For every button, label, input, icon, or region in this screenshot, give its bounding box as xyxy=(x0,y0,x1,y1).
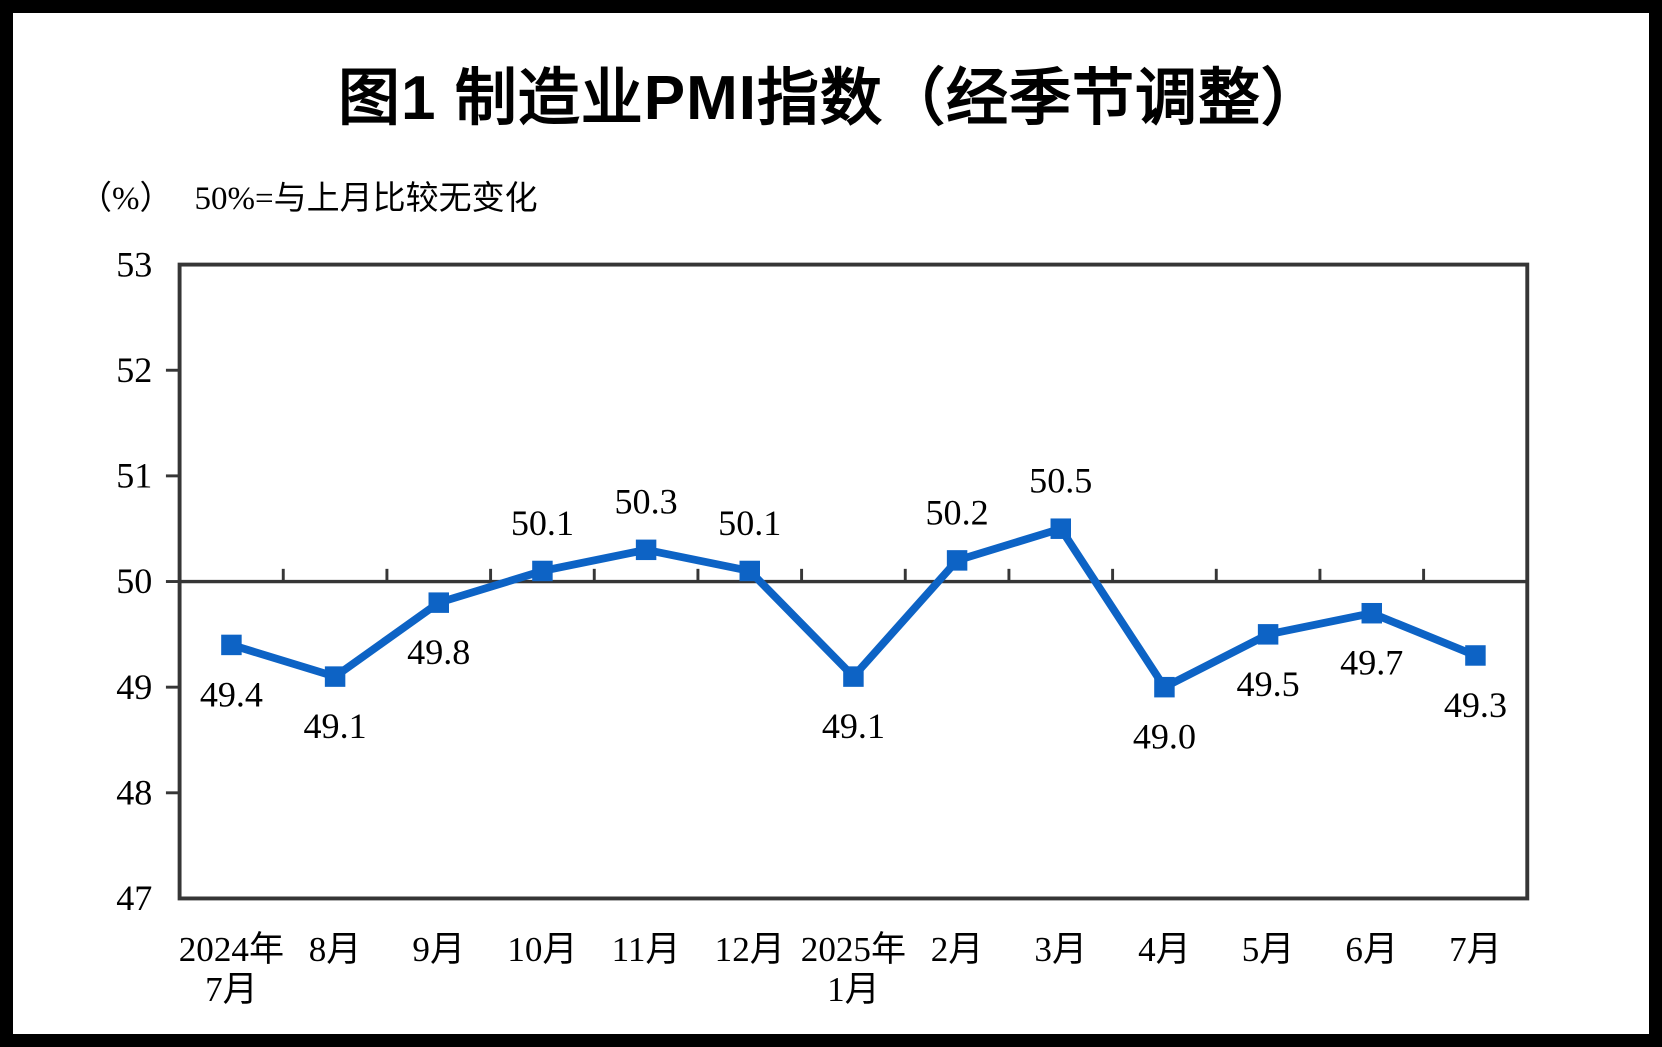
data-point-label: 49.5 xyxy=(1237,664,1300,704)
data-point-label: 49.4 xyxy=(200,674,263,714)
data-point-marker xyxy=(1154,676,1175,698)
x-axis-label: 11月 xyxy=(612,930,681,969)
x-axis-label: 7月 xyxy=(1449,930,1502,969)
x-axis-label: 2月 xyxy=(931,930,984,969)
x-axis-label: 2025年 xyxy=(801,930,906,969)
data-point-label: 50.3 xyxy=(615,482,678,522)
x-axis-label: 10月 xyxy=(507,930,577,969)
data-point-label: 50.2 xyxy=(926,492,989,532)
data-point-marker xyxy=(946,550,968,571)
x-axis-label: 7月 xyxy=(205,970,258,1009)
y-axis-label: 50 xyxy=(116,561,152,601)
data-point-marker xyxy=(324,666,346,687)
x-axis-label: 6月 xyxy=(1345,930,1398,969)
data-point-marker xyxy=(739,560,761,582)
data-point-label: 50.5 xyxy=(1029,461,1092,501)
y-axis-label: 53 xyxy=(116,244,152,284)
data-point-marker xyxy=(843,666,864,687)
x-axis-label: 2024年 xyxy=(179,930,284,969)
x-axis-label: 8月 xyxy=(309,930,362,969)
x-axis-label: 9月 xyxy=(412,930,465,969)
pmi-line-chart: 47 48 49 50 51 52 53 49.4 49.1 49.8 50.1 50.3 50.1 49… xyxy=(116,244,1530,1009)
reference-note: 50%=与上月比较无变化 xyxy=(194,181,538,217)
data-point-marker xyxy=(1361,602,1383,624)
data-point-label: 49.1 xyxy=(304,706,367,746)
x-axis-label: 1月 xyxy=(827,970,880,1009)
axis-unit-note: （%） 50%=与上月比较无变化 xyxy=(79,171,538,219)
x-axis-label: 3月 xyxy=(1034,930,1087,969)
data-point-marker xyxy=(1465,645,1486,666)
data-point-marker xyxy=(221,634,242,656)
y-axis-label: 48 xyxy=(116,773,152,813)
data-point-label: 49.8 xyxy=(407,632,470,672)
data-point-marker xyxy=(1050,518,1072,539)
unit-label: （%） xyxy=(79,181,173,217)
data-point-label: 50.1 xyxy=(718,503,781,543)
y-axis-label: 47 xyxy=(116,878,152,918)
data-point-marker xyxy=(635,539,657,561)
data-point-marker xyxy=(532,560,553,582)
chart-title: 图1 制造业PMI指数（经季节调整） xyxy=(338,64,1324,133)
data-point-marker xyxy=(1257,624,1279,645)
y-axis-label: 52 xyxy=(116,350,152,390)
data-point-label: 50.1 xyxy=(511,503,574,543)
y-axis-label: 49 xyxy=(116,667,152,707)
data-point-label: 49.1 xyxy=(822,706,885,746)
x-axis-label: 5月 xyxy=(1242,930,1295,969)
data-point-label: 49.7 xyxy=(1340,643,1403,683)
x-axis-label: 12月 xyxy=(715,930,785,969)
data-point-marker xyxy=(428,592,449,613)
y-axis-label: 51 xyxy=(116,456,152,496)
data-point-label: 49.0 xyxy=(1133,717,1196,757)
x-axis-label: 4月 xyxy=(1138,930,1191,969)
data-point-label: 49.3 xyxy=(1444,685,1507,725)
